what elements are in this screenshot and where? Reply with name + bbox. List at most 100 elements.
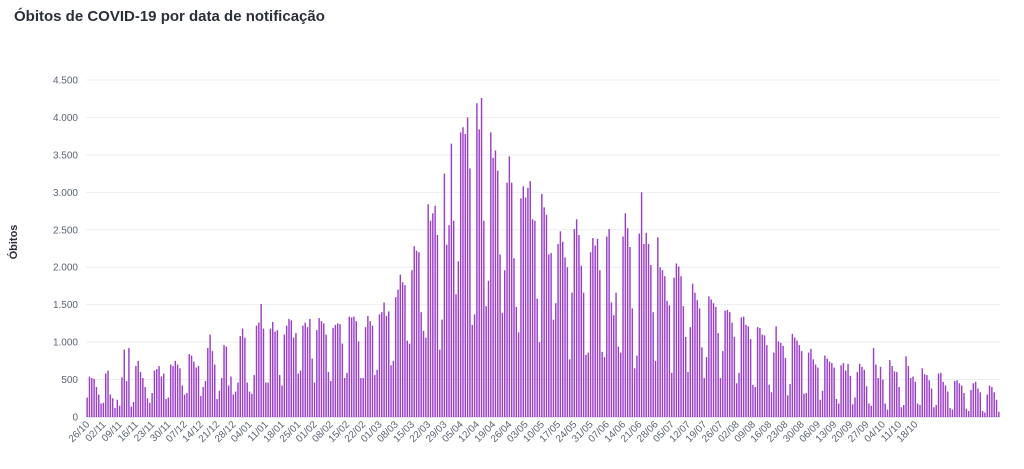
bar[interactable] xyxy=(947,391,949,417)
bar[interactable] xyxy=(448,225,450,417)
bar[interactable] xyxy=(963,393,965,417)
bar[interactable] xyxy=(116,399,119,417)
bar[interactable] xyxy=(615,292,617,417)
bar[interactable] xyxy=(562,241,564,417)
bar[interactable] xyxy=(244,337,246,417)
bar[interactable] xyxy=(220,378,223,417)
bar[interactable] xyxy=(100,403,102,417)
bar[interactable] xyxy=(838,403,840,417)
bar[interactable] xyxy=(851,404,854,417)
bar[interactable] xyxy=(715,306,717,417)
bar[interactable] xyxy=(787,395,789,417)
bar[interactable] xyxy=(668,305,671,417)
bar[interactable] xyxy=(596,238,599,417)
bar[interactable] xyxy=(355,321,357,417)
bar[interactable] xyxy=(98,394,100,417)
bar[interactable] xyxy=(603,357,606,417)
bar[interactable] xyxy=(408,343,411,417)
bar[interactable] xyxy=(339,324,341,417)
bar[interactable] xyxy=(756,327,759,417)
bar[interactable] xyxy=(446,244,448,417)
bar[interactable] xyxy=(842,363,845,417)
bar[interactable] xyxy=(903,405,905,417)
bar[interactable] xyxy=(508,156,511,417)
bar[interactable] xyxy=(865,386,868,417)
bar[interactable] xyxy=(610,302,613,417)
bar[interactable] xyxy=(900,407,903,417)
bar[interactable] xyxy=(411,270,413,417)
bar[interactable] xyxy=(325,334,327,417)
bar[interactable] xyxy=(258,322,260,417)
bar[interactable] xyxy=(274,331,276,417)
bar[interactable] xyxy=(253,375,255,417)
bar[interactable] xyxy=(763,335,766,417)
bar[interactable] xyxy=(422,330,425,417)
bar[interactable] xyxy=(951,409,954,417)
bar[interactable] xyxy=(267,382,269,417)
bar[interactable] xyxy=(390,365,392,417)
bar[interactable] xyxy=(332,327,334,417)
bar[interactable] xyxy=(543,207,545,417)
bar[interactable] xyxy=(638,233,640,417)
bar[interactable] xyxy=(573,229,576,417)
bar[interactable] xyxy=(691,283,694,417)
bar[interactable] xyxy=(309,318,311,417)
bar[interactable] xyxy=(515,306,518,417)
bar[interactable] xyxy=(144,387,146,417)
bar[interactable] xyxy=(935,405,937,417)
bar[interactable] xyxy=(898,387,900,417)
bar[interactable] xyxy=(995,399,998,417)
bar[interactable] xyxy=(738,372,740,417)
bar[interactable] xyxy=(708,296,710,417)
bar[interactable] xyxy=(464,133,467,418)
bar[interactable] xyxy=(926,375,928,417)
bar[interactable] xyxy=(504,270,506,417)
bar[interactable] xyxy=(200,396,202,417)
bar[interactable] xyxy=(731,322,733,417)
bar[interactable] xyxy=(362,378,364,417)
bar[interactable] xyxy=(680,276,682,417)
bar[interactable] xyxy=(156,369,158,417)
bar[interactable] xyxy=(392,360,395,417)
bar[interactable] xyxy=(645,232,647,417)
bar[interactable] xyxy=(882,379,884,417)
bar[interactable] xyxy=(735,383,738,417)
bar[interactable] xyxy=(814,364,817,417)
bar[interactable] xyxy=(388,311,390,417)
bar[interactable] xyxy=(647,244,650,417)
bar[interactable] xyxy=(241,328,244,417)
bar[interactable] xyxy=(490,132,492,418)
bar[interactable] xyxy=(165,399,167,417)
bar[interactable] xyxy=(740,317,743,417)
bar[interactable] xyxy=(833,367,835,417)
bar[interactable] xyxy=(701,347,703,417)
bar[interactable] xyxy=(545,214,548,417)
bar[interactable] xyxy=(629,247,631,417)
bar[interactable] xyxy=(856,372,859,417)
bar[interactable] xyxy=(239,336,241,417)
bar[interactable] xyxy=(93,378,95,417)
bar[interactable] xyxy=(427,204,429,417)
bar[interactable] xyxy=(278,375,281,417)
bar[interactable] xyxy=(167,397,170,417)
bar[interactable] xyxy=(796,340,798,417)
bar[interactable] xyxy=(169,364,172,417)
bar[interactable] xyxy=(139,372,142,417)
bar[interactable] xyxy=(923,374,926,417)
bar[interactable] xyxy=(151,393,153,417)
bar[interactable] xyxy=(225,346,228,417)
bar[interactable] xyxy=(494,150,497,417)
bar[interactable] xyxy=(292,337,295,417)
bar[interactable] xyxy=(297,373,299,417)
bar[interactable] xyxy=(443,173,446,417)
bar[interactable] xyxy=(487,280,490,417)
bar[interactable] xyxy=(330,381,332,417)
bar[interactable] xyxy=(517,332,520,417)
bar[interactable] xyxy=(677,266,680,417)
bar[interactable] xyxy=(290,320,293,417)
bar[interactable] xyxy=(397,289,399,417)
bar[interactable] xyxy=(204,381,207,417)
bar[interactable] xyxy=(949,408,951,417)
bar[interactable] xyxy=(295,333,297,417)
bar[interactable] xyxy=(575,219,578,417)
